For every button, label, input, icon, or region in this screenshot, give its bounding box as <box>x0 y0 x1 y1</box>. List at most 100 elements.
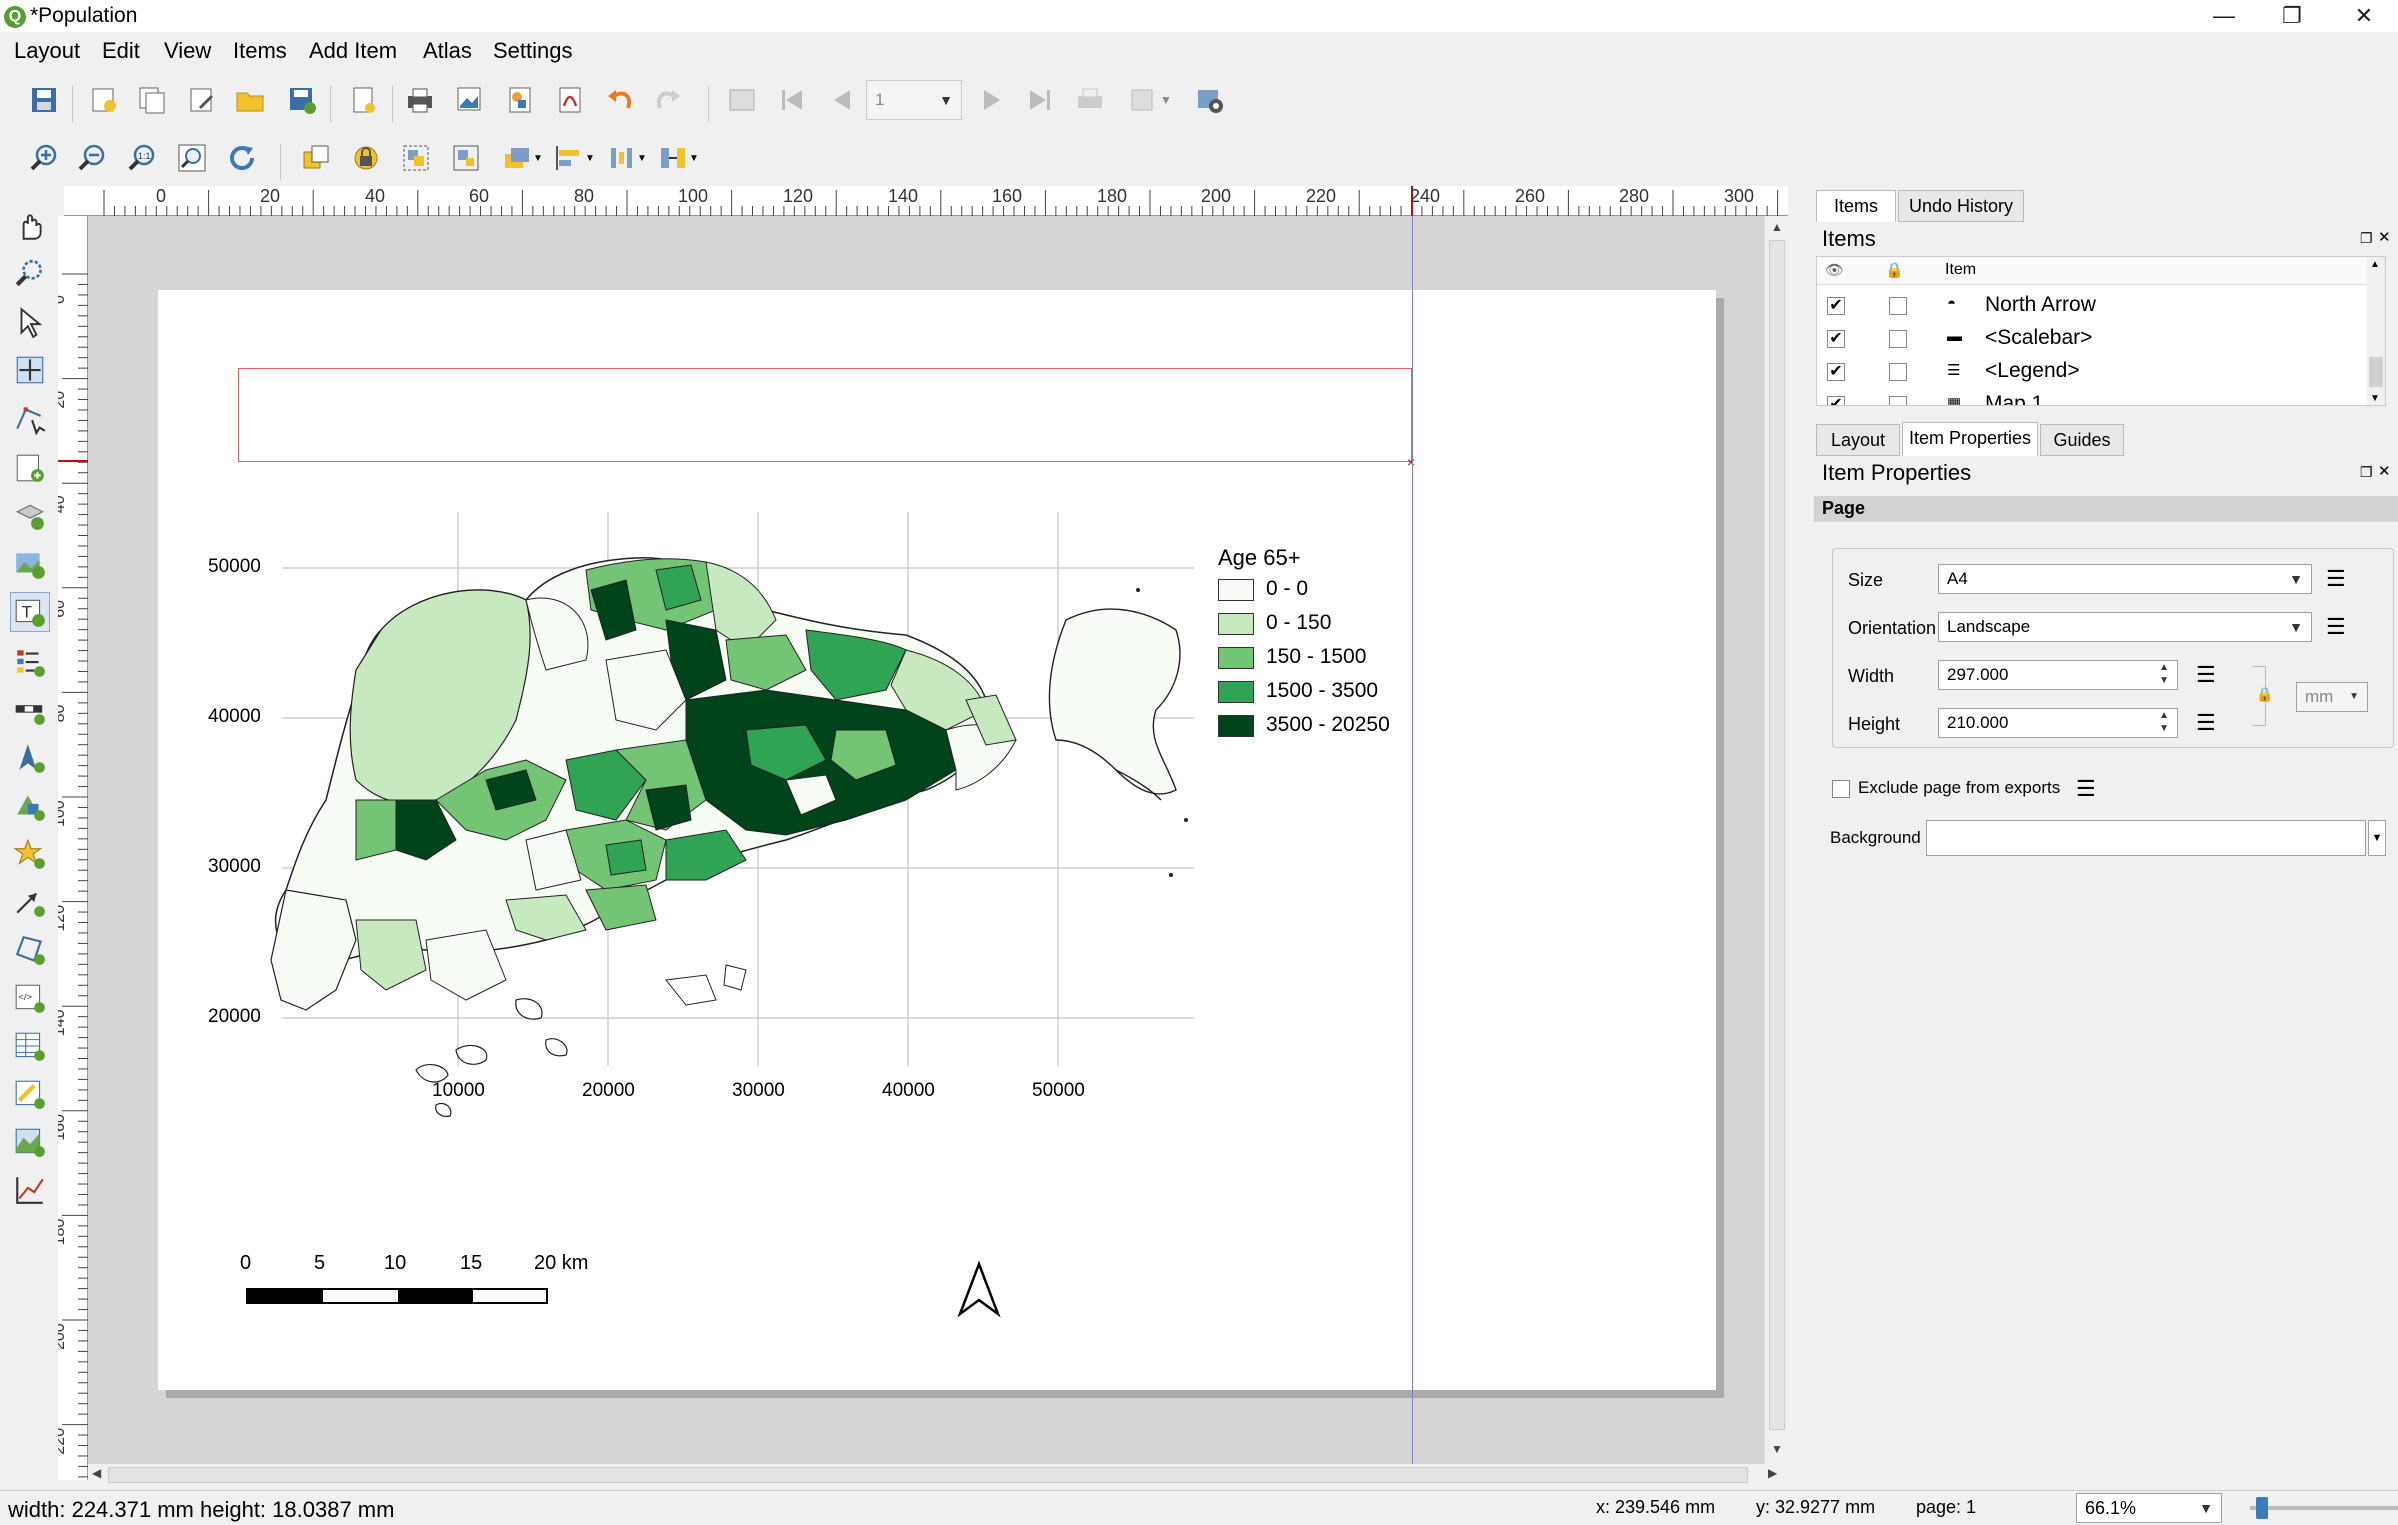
layout-manager-icon[interactable] <box>182 80 222 120</box>
group-items-icon[interactable] <box>396 138 436 178</box>
add-elevation-profile-icon[interactable] <box>10 1122 50 1162</box>
add-chart-icon[interactable] <box>10 1170 50 1210</box>
restore-icon[interactable]: ❐ <box>2282 3 2302 28</box>
items-tree[interactable]: 👁 🔒 Item ✔ ◓ North Arrow ✔ ▬ <Scalebar> … <box>1816 256 2386 406</box>
data-defined-override-icon[interactable]: ☰ <box>2196 662 2216 687</box>
zoom-full-icon[interactable] <box>172 138 212 178</box>
resize-items-icon[interactable]: ▼ <box>652 138 704 178</box>
undo-icon[interactable] <box>600 80 640 120</box>
menu-layout[interactable]: Layout <box>14 38 81 63</box>
duplicate-layout-icon[interactable] <box>132 80 172 120</box>
new-layout-icon[interactable] <box>84 80 124 120</box>
add-shape-icon[interactable] <box>10 786 50 826</box>
size-select[interactable]: A4 ▼ <box>1938 564 2312 594</box>
item-name[interactable]: Map 1 <box>1985 392 2044 406</box>
save-template-icon[interactable] <box>282 80 322 120</box>
background-symbol-button[interactable] <box>1926 820 2366 856</box>
map-item[interactable]: 50000 40000 30000 20000 10000 20000 3000… <box>186 500 1306 1180</box>
horizontal-scrollbar[interactable]: ◀ ▶ <box>88 1464 1788 1486</box>
item-name[interactable]: North Arrow <box>1985 293 2096 316</box>
add-legend-icon[interactable] <box>10 642 50 682</box>
zoom-out-icon[interactable] <box>72 138 112 178</box>
open-template-icon[interactable] <box>230 80 270 120</box>
item-lock-checkbox[interactable] <box>1889 363 1907 381</box>
menu-add-item[interactable]: Add Item <box>309 38 398 63</box>
orientation-select[interactable]: Landscape ▼ <box>1938 612 2312 642</box>
items-scroll-thumb[interactable] <box>2369 357 2383 387</box>
items-scrollbar[interactable]: ▲ ▼ <box>2367 257 2385 405</box>
menu-edit[interactable]: Edit <box>102 38 140 63</box>
vertical-ruler[interactable]: 0 20 40 60 80 100 120 140 160 180 200 220 <box>58 216 88 1480</box>
item-visible-checkbox[interactable]: ✔ <box>1827 396 1845 405</box>
zoom-slider-track[interactable] <box>2250 1506 2398 1510</box>
vertical-scrollbar[interactable]: ▲ ▼ <box>1764 216 1788 1464</box>
layout-canvas[interactable]: × <box>88 216 1788 1464</box>
item-name[interactable]: <Legend> <box>1985 359 2080 382</box>
item-lock-checkbox[interactable] <box>1889 396 1907 405</box>
tab-layout[interactable]: Layout <box>1816 424 1900 456</box>
lock-items-icon[interactable] <box>346 138 386 178</box>
raise-lower-icon[interactable]: ▼ <box>496 138 548 178</box>
selected-label-item[interactable] <box>238 368 1412 462</box>
add-pages-icon[interactable] <box>344 80 384 120</box>
add-picture-icon[interactable] <box>10 544 50 584</box>
guide-line[interactable] <box>1412 216 1413 1464</box>
north-arrow-item[interactable] <box>954 1260 1004 1320</box>
atlas-settings-icon[interactable] <box>1190 80 1230 120</box>
add-3d-map-icon[interactable] <box>10 496 50 536</box>
zoom-tool-icon[interactable] <box>10 254 50 294</box>
save-icon[interactable] <box>24 80 64 120</box>
distribute-items-icon[interactable]: ▼ <box>600 138 652 178</box>
zoom-in-icon[interactable] <box>24 138 64 178</box>
prev-feature-icon[interactable] <box>822 80 862 120</box>
redo-icon[interactable] <box>648 80 688 120</box>
item-visible-checkbox[interactable]: ✔ <box>1827 363 1845 381</box>
data-defined-override-icon[interactable]: ☰ <box>2326 566 2346 591</box>
menu-atlas[interactable]: Atlas <box>423 38 472 63</box>
zoom-slider-thumb[interactable] <box>2256 1497 2268 1519</box>
add-north-arrow-icon[interactable] <box>10 738 50 778</box>
item-lock-checkbox[interactable] <box>1889 297 1907 315</box>
export-image-icon[interactable] <box>450 80 490 120</box>
next-feature-icon[interactable] <box>972 80 1012 120</box>
lock-aspect-icon[interactable]: 🔒 <box>2256 686 2274 702</box>
add-polygon-icon[interactable] <box>10 930 50 970</box>
export-pdf-icon[interactable] <box>550 80 590 120</box>
height-spinbox[interactable]: 210.000 ▲ ▼ <box>1938 708 2178 738</box>
item-lock-checkbox[interactable] <box>1889 330 1907 348</box>
add-attribute-table-icon[interactable] <box>10 1026 50 1066</box>
close-panel-icon[interactable]: ✕ <box>2378 463 2391 480</box>
raise-items-icon[interactable] <box>296 138 336 178</box>
minimize-icon[interactable]: — <box>2213 3 2235 28</box>
add-fixed-table-icon[interactable] <box>10 1074 50 1114</box>
data-defined-override-icon[interactable]: ☰ <box>2076 776 2096 801</box>
move-content-icon[interactable] <box>10 350 50 390</box>
add-marker-icon[interactable] <box>10 834 50 874</box>
select-icon[interactable] <box>10 302 50 342</box>
print-icon[interactable] <box>400 80 440 120</box>
tab-guides[interactable]: Guides <box>2040 424 2124 456</box>
data-defined-override-icon[interactable]: ☰ <box>2196 710 2216 735</box>
export-atlas-icon[interactable]: ▼ <box>1120 80 1180 120</box>
menu-view[interactable]: View <box>164 38 212 63</box>
legend-item[interactable]: Age 65+ 0 - 0 0 - 150 150 - 1500 1500 - … <box>1218 545 1418 745</box>
last-feature-icon[interactable] <box>1020 80 1060 120</box>
add-scalebar-icon[interactable] <box>10 690 50 730</box>
atlas-preview-icon[interactable] <box>722 80 762 120</box>
exclude-page-checkbox[interactable] <box>1832 780 1850 798</box>
item-name[interactable]: <Scalebar> <box>1985 326 2093 349</box>
float-panel-icon[interactable]: ❐ <box>2360 464 2373 480</box>
close-icon[interactable]: ✕ <box>2354 3 2374 28</box>
menu-items[interactable]: Items <box>233 38 287 63</box>
unit-select[interactable]: mm ▼ <box>2296 682 2368 712</box>
ungroup-items-icon[interactable] <box>446 138 486 178</box>
width-spinbox[interactable]: 297.000 ▲ ▼ <box>1938 660 2178 690</box>
edit-nodes-icon[interactable] <box>10 398 50 438</box>
selection-handle[interactable]: × <box>1407 455 1417 469</box>
print-atlas-icon[interactable] <box>1070 80 1110 120</box>
pan-icon[interactable] <box>10 206 50 246</box>
horizontal-ruler[interactable]: 0 20 40 60 80 100 120 140 160 180 200 22… <box>64 186 1788 216</box>
add-map-icon[interactable] <box>10 448 50 488</box>
layout-page[interactable]: × <box>158 290 1716 1390</box>
float-panel-icon[interactable]: ❐ <box>2360 230 2373 246</box>
